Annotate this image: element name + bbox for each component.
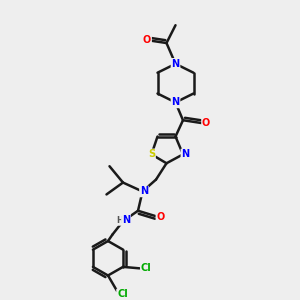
Text: N: N xyxy=(140,187,148,196)
Text: N: N xyxy=(122,215,130,225)
Text: N: N xyxy=(181,149,190,159)
Text: N: N xyxy=(171,98,180,107)
Text: N: N xyxy=(171,59,180,69)
Text: O: O xyxy=(156,212,165,222)
Text: O: O xyxy=(202,118,210,128)
Text: Cl: Cl xyxy=(117,290,128,299)
Text: H: H xyxy=(116,216,123,225)
Text: O: O xyxy=(143,35,151,45)
Text: S: S xyxy=(148,149,155,159)
Text: Cl: Cl xyxy=(141,263,152,273)
